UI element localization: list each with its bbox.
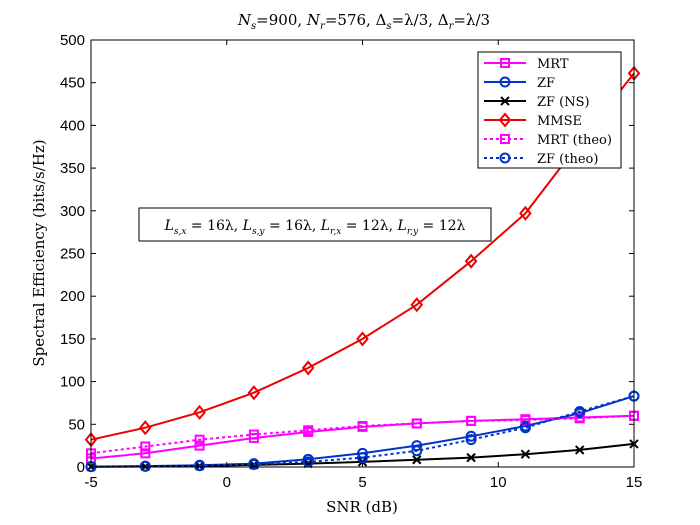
legend-label: MMSE: [537, 114, 582, 129]
series-zf-theo: [85, 390, 640, 473]
data-point: [412, 455, 422, 465]
data-point: [248, 429, 259, 440]
y-tick-label: 0: [77, 459, 85, 476]
x-tick-label: 10: [490, 474, 507, 491]
series-line: [90, 395, 635, 468]
legend-entry: ZF (NS): [484, 95, 590, 110]
legend-label: MRT (theo): [537, 133, 612, 148]
y-tick-label: 500: [60, 32, 85, 49]
series-line: [90, 414, 635, 455]
data-point: [574, 405, 586, 417]
data-point: [303, 425, 314, 436]
legend-label: ZF (theo): [537, 152, 598, 167]
data-point: [356, 331, 369, 347]
x-axis-label: SNR (dB): [326, 498, 398, 516]
legend-marker: [498, 112, 512, 128]
y-tick-label: 100: [60, 374, 85, 391]
legend-marker: [500, 96, 510, 106]
data-point: [138, 420, 152, 436]
legend-marker: [499, 76, 511, 88]
data-point: [194, 440, 205, 451]
y-tick-label: 300: [60, 203, 85, 220]
data-point: [519, 205, 532, 221]
data-point: [140, 441, 151, 452]
data-point: [248, 458, 260, 470]
data-point: [465, 430, 477, 442]
data-point: [302, 456, 314, 468]
data-point: [193, 404, 206, 420]
annotation-text: Ls,x = 16λ, Ls,y = 16λ, Lr,x = 12λ, Lr,y…: [164, 218, 466, 237]
y-tick-label: 350: [60, 160, 85, 177]
data-point: [464, 253, 478, 269]
y-tick-label: 250: [60, 246, 85, 263]
annotation-box: [138, 207, 492, 242]
legend-marker: [499, 152, 511, 164]
x-tick-label: 5: [358, 474, 366, 491]
data-point: [466, 452, 476, 463]
legend-entry: ZF (theo): [484, 152, 598, 167]
x-tick-label: -5: [84, 474, 97, 491]
y-tick-label: 400: [60, 117, 85, 134]
legend-marker: [500, 58, 510, 68]
y-tick-label: 450: [60, 75, 85, 92]
data-point: [520, 449, 531, 459]
series-mmse: [84, 65, 641, 448]
data-point: [574, 445, 585, 455]
y-tick-label: 50: [68, 416, 85, 433]
y-tick-label: 150: [60, 331, 85, 348]
data-point: [140, 448, 151, 459]
legend-entry: MRT: [484, 57, 569, 72]
data-point: [357, 421, 368, 432]
legend-box: [477, 51, 622, 169]
data-point: [247, 385, 261, 401]
axes-frame: [90, 39, 635, 468]
data-point: [139, 460, 151, 472]
data-point: [519, 422, 531, 434]
data-point: [411, 445, 423, 457]
data-point: [301, 360, 315, 376]
legend-marker: [500, 134, 510, 144]
legend-label: ZF (NS): [537, 95, 590, 110]
data-point: [410, 297, 424, 313]
legend-entry: MRT (theo): [484, 133, 612, 148]
data-point: [411, 418, 422, 429]
chart-title: Ns=900, Nr=576, Δs=λ/3, Δr=λ/3: [237, 11, 490, 32]
legend-label: ZF: [537, 76, 555, 91]
y-tick-label: 200: [60, 288, 85, 305]
legend-entry: ZF: [484, 76, 555, 91]
data-point: [357, 452, 368, 464]
data-point: [194, 460, 206, 472]
series-line: [90, 72, 635, 441]
legend-label: MRT: [537, 57, 569, 72]
legend-entry: MMSE: [484, 112, 582, 129]
data-point: [574, 413, 585, 424]
x-tick-label: 0: [223, 474, 231, 491]
data-point: [194, 434, 205, 445]
data-point: [465, 434, 477, 446]
data-point: [466, 415, 477, 426]
y-axis-label: Spectral Efficiency (bits/s/Hz): [30, 139, 48, 366]
x-tick-label: 15: [626, 474, 643, 491]
